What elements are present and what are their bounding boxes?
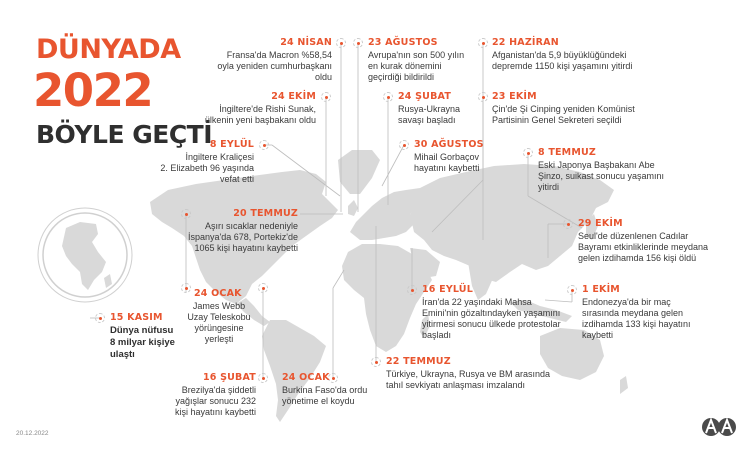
aa-logo-icon (702, 417, 736, 436)
event-text: Fransa'da Macron %58,54 oyla yeniden cum… (217, 50, 332, 82)
event-date: 15 KASIM (110, 312, 163, 323)
event-subat16: 16 ŞUBAT Brezilya'da şiddetli yağışlar s… (162, 372, 256, 418)
north-america-shape (150, 170, 338, 304)
indonesia-shape (510, 300, 572, 322)
marker-temmuz8 (523, 148, 533, 158)
madagascar-shape (420, 314, 430, 338)
event-text: Türkiye, Ukrayna, Rusya ve BM arasında t… (386, 369, 551, 390)
event-date: 24 EKİM (271, 91, 316, 102)
event-text: İngiltere Kraliçesi 2. Elizabeth 96 yaşı… (160, 152, 254, 184)
event-date: 30 AĞUSTOS (414, 139, 484, 150)
arabia-shape (410, 248, 440, 278)
marker-ekim29 (563, 219, 573, 229)
new-zealand-shape (620, 376, 628, 394)
india-shape (468, 262, 494, 300)
event-text: Eski Japonya Başbakanı Abe Şinzo, suikas… (538, 160, 665, 192)
marker-subat24 (383, 92, 393, 102)
marker-subat16 (258, 373, 268, 383)
event-date: 8 EYLÜL (209, 139, 254, 150)
marker-temmuz20 (181, 209, 191, 219)
event-text: Brezilya'da şiddetli yağışlar sonucu 232… (174, 385, 256, 417)
marker-ekim24 (321, 92, 331, 102)
event-text: Dünya nüfusu 8 milyar kişiye ulaştı (110, 325, 175, 360)
marker-agustos30 (399, 140, 409, 150)
event-date: 24 OCAK (194, 288, 242, 299)
title-line-year: 2022 (33, 64, 154, 117)
event-ocak24b: 24 OCAK Burkina Faso'da ordu yönetime el… (282, 372, 382, 407)
marker-ocak24b (328, 373, 338, 383)
south-america-shape (262, 320, 326, 422)
event-date: 1 EKİM (582, 284, 620, 295)
event-eylul16: 16 EYLÜL İran'da 22 yaşındaki Mahsa Emin… (422, 284, 572, 341)
marker-eylul8 (259, 140, 269, 150)
event-date: 29 EKİM (578, 218, 623, 229)
event-text: Afganistan'da 5,9 büyüklüğündeki depremd… (492, 50, 633, 71)
event-date: 8 TEMMUZ (538, 147, 596, 158)
event-ekim1: 1 EKİM Endonezya'da bir maç sırasında me… (582, 284, 712, 341)
event-kasim15: 15 KASIM Dünya nüfusu 8 milyar kişiye ul… (110, 312, 200, 361)
event-date: 16 EYLÜL (422, 284, 473, 295)
event-agustos23: 23 AĞUSTOS Avrupa'nın son 500 yılın en k… (368, 37, 488, 83)
event-text: Burkina Faso'da ordu yönetime el koydu (282, 385, 368, 406)
event-ekim23: 23 EKİM Çin'de Şi Cinping yeniden Komüni… (492, 91, 672, 126)
event-date: 20 TEMMUZ (233, 208, 298, 219)
event-text: Mihail Gorbaçov hayatını kaybetti (414, 152, 480, 173)
marker-nisan24 (336, 38, 346, 48)
japan-shape (586, 214, 598, 240)
asia-shape (410, 164, 614, 282)
event-date: 22 TEMMUZ (386, 356, 451, 367)
marker-haziran22 (478, 38, 488, 48)
europe-shape (350, 188, 424, 240)
greenland-shape (338, 150, 380, 194)
event-date: 23 EKİM (492, 91, 537, 102)
event-text: Rusya-Ukrayna savaşı başladı (398, 104, 461, 125)
event-agustos30: 30 AĞUSTOS Mihail Gorbaçov hayatını kayb… (414, 139, 514, 174)
marker-ocak24a-map (258, 283, 268, 293)
event-nisan24: 24 NİSAN Fransa'da Macron %58,54 oyla ye… (196, 37, 332, 83)
event-date: 24 NİSAN (280, 37, 332, 48)
event-eylul8: 8 EYLÜL İngiltere Kraliçesi 2. Elizabeth… (154, 139, 254, 185)
event-temmuz8: 8 TEMMUZ Eski Japonya Başbakanı Abe Şinz… (538, 147, 708, 193)
africa-shape (342, 244, 432, 352)
event-subat24: 24 ŞUBAT Rusya-Ukrayna savaşı başladı (398, 91, 478, 126)
australia-shape (540, 328, 604, 380)
event-date: 23 AĞUSTOS (368, 37, 438, 48)
marker-temmuz22 (371, 357, 381, 367)
central-america-shape (236, 298, 270, 326)
event-text: Endonezya'da bir maç sırasında meydana g… (582, 297, 691, 340)
marker-agustos23 (353, 38, 363, 48)
marker-ekim23 (478, 92, 488, 102)
event-text: James Webb Uzay Teleskobu yörüngesine ye… (187, 301, 251, 344)
event-haziran22: 22 HAZİRAN Afganistan'da 5,9 büyüklüğünd… (492, 37, 662, 72)
event-text: İngiltere'de Rishi Sunak, ülkenin yeni b… (204, 104, 316, 125)
event-ekim24: 24 EKİM İngiltere'de Rishi Sunak, ülkeni… (186, 91, 316, 126)
event-temmuz22: 22 TEMMUZ Türkiye, Ukrayna, Rusya ve BM … (386, 356, 586, 391)
event-date: 24 OCAK (282, 372, 330, 383)
uk-shape (348, 200, 358, 216)
event-text: Seul'de düzenlenen Cadılar Bayramı etkin… (578, 231, 709, 263)
marker-ekim1 (567, 285, 577, 295)
event-date: 16 ŞUBAT (202, 372, 256, 383)
globe-icon (37, 207, 133, 303)
event-date: 24 ŞUBAT (398, 91, 452, 102)
marker-ocak24a (181, 283, 191, 293)
event-text: Avrupa'nın son 500 yılın en kurak dönemi… (368, 50, 465, 82)
event-text: İran'da 22 yaşındaki Mahsa Emini'nin göz… (422, 297, 561, 340)
event-ekim29: 29 EKİM Seul'de düzenlenen Cadılar Bayra… (578, 218, 738, 264)
footer-date: 20.12.2022 (16, 430, 49, 437)
event-temmuz20: 20 TEMMUZ Aşırı sıcaklar nedeniyle İspan… (150, 208, 298, 254)
marker-kasim15 (95, 313, 105, 323)
marker-eylul16 (407, 285, 417, 295)
event-text: Aşırı sıcaklar nedeniyle İspanya'da 678,… (187, 221, 298, 253)
event-text: Çin'de Şi Cinping yeniden Komünist Parti… (492, 104, 635, 125)
event-ocak24a: 24 OCAK James Webb Uzay Teleskobu yörüng… (180, 288, 258, 345)
title-line-3: BÖYLE GEÇTİ (36, 120, 213, 149)
title-line-1: DÜNYADA (36, 34, 181, 65)
event-date: 22 HAZİRAN (492, 37, 559, 48)
